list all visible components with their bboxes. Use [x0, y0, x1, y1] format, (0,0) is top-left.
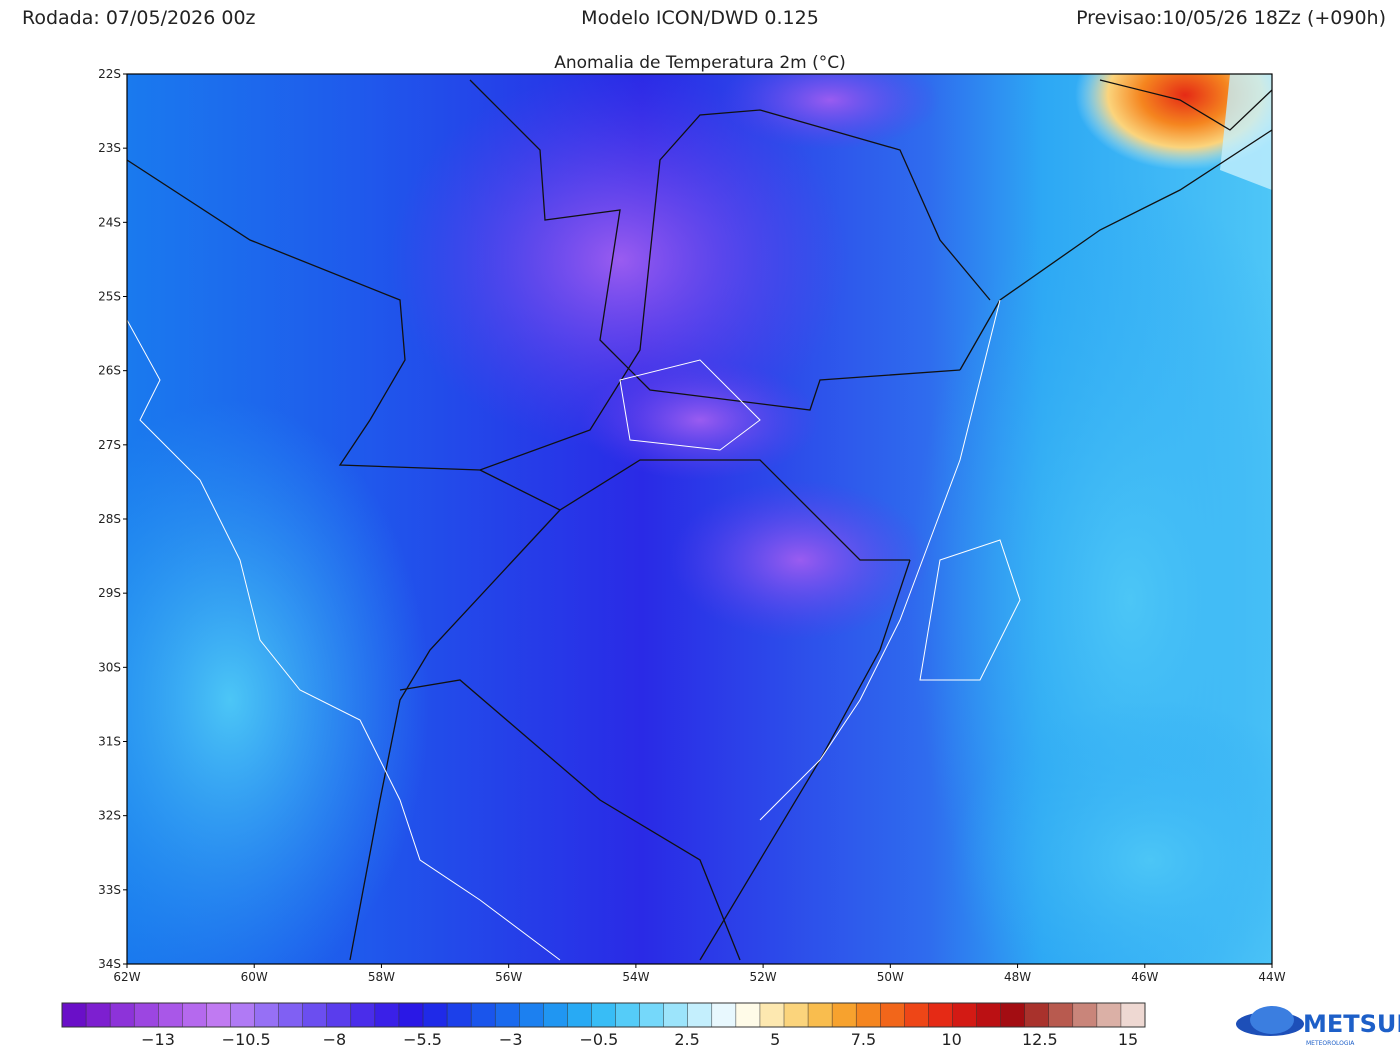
lon-label: 46W [1131, 970, 1158, 984]
colorbar-swatch [808, 1003, 833, 1027]
colorbar-swatch [784, 1003, 809, 1027]
lat-label: 26S [98, 364, 121, 378]
lon-label: 62W [113, 970, 140, 984]
colorbar-swatch [615, 1003, 641, 1027]
colorbar-label: 15 [1118, 1030, 1138, 1049]
lat-label: 24S [98, 215, 121, 229]
colorbar-label: 10 [941, 1030, 961, 1049]
colorbar-swatch [447, 1003, 472, 1027]
lat-label: 31S [98, 735, 121, 749]
colorbar-swatch [856, 1003, 881, 1027]
colorbar-label: 2.5 [674, 1030, 699, 1049]
logo-tagline: METEOROLOGIA [1306, 1040, 1355, 1047]
colorbar-swatch [832, 1003, 857, 1027]
colorbar-swatch [398, 1003, 424, 1027]
map-title: Anomalia de Temperatura 2m (°C) [554, 53, 846, 73]
colorbar-swatch [326, 1003, 352, 1027]
colorbar-swatch [495, 1003, 520, 1027]
lat-label: 25S [98, 290, 121, 304]
lat-label: 28S [98, 512, 121, 526]
lat-label: 30S [98, 660, 121, 674]
colorbar-frame [61, 1002, 1146, 1028]
run-label: Rodada: 07/05/2026 00z [22, 7, 256, 29]
colorbar-swatch [423, 1003, 448, 1027]
colorbar-label: 7.5 [851, 1030, 876, 1049]
colorbar-swatch [952, 1003, 978, 1027]
colorbar-swatch [759, 1003, 785, 1027]
lat-label: 27S [98, 438, 121, 452]
colorbar-swatch [904, 1003, 929, 1027]
colorbar-swatch [591, 1003, 617, 1027]
lat-label: 29S [98, 586, 121, 600]
colorbar-swatch [471, 1003, 496, 1027]
colorbar-swatch [543, 1003, 568, 1027]
lat-label: 33S [98, 883, 121, 897]
lat-label: 32S [98, 809, 121, 823]
lat-label: 23S [98, 141, 121, 155]
colorbar-swatch [158, 1003, 183, 1027]
logo: METSUL METEOROLOGIA [1236, 1006, 1400, 1047]
colorbar-label: −8 [323, 1030, 347, 1049]
logo-name: METSUL [1303, 1010, 1400, 1038]
colorbar-swatch [639, 1003, 665, 1027]
lat-label: 34S [98, 957, 121, 971]
colorbar-swatch [567, 1003, 592, 1027]
lon-label: 48W [1004, 970, 1031, 984]
lon-label: 58W [368, 970, 395, 984]
colorbar-swatch [62, 1003, 87, 1027]
colorbar-swatch [1096, 1003, 1122, 1027]
colorbar-swatch [735, 1003, 761, 1027]
lat-label: 22S [98, 67, 121, 81]
colorbar-swatch [182, 1003, 207, 1027]
lon-label: 60W [241, 970, 268, 984]
colorbar-swatch [86, 1003, 111, 1027]
colorbar-swatch [1072, 1003, 1098, 1027]
colorbar-swatch [350, 1003, 376, 1027]
colorbar-swatch [1024, 1003, 1050, 1027]
colorbar-label: 12.5 [1022, 1030, 1058, 1049]
lon-label: 54W [622, 970, 649, 984]
colorbar-swatch [976, 1003, 1002, 1027]
colorbar-swatch [663, 1003, 689, 1027]
colorbar-swatch [374, 1003, 400, 1027]
lon-label: 50W [877, 970, 904, 984]
colorbar-swatch [1000, 1003, 1026, 1027]
colorbar-swatch [687, 1003, 713, 1027]
model-label: Modelo ICON/DWD 0.125 [581, 7, 819, 29]
colorbar-swatch [928, 1003, 953, 1027]
colorbar-label: −13 [141, 1030, 175, 1049]
colorbar-swatch [134, 1003, 159, 1027]
colorbar-swatch [519, 1003, 544, 1027]
colorbar-swatch [1120, 1003, 1146, 1027]
colorbar-label: −3 [499, 1030, 523, 1049]
lon-label: 56W [495, 970, 522, 984]
forecast-label: Previsao:10/05/26 18Zz (+090h) [1076, 7, 1386, 29]
lon-label: 52W [750, 970, 777, 984]
colorbar-label: −0.5 [579, 1030, 618, 1049]
colorbar-label: −5.5 [403, 1030, 442, 1049]
colorbar-swatch [254, 1003, 280, 1027]
colorbar-swatch [230, 1003, 256, 1027]
colorbar-label: −10.5 [222, 1030, 271, 1049]
colorbar-swatch [110, 1003, 135, 1027]
map-field [127, 74, 1272, 964]
colorbar-swatch [880, 1003, 905, 1027]
colorbar-swatch [302, 1003, 328, 1027]
colorbar-swatch [206, 1003, 231, 1027]
colorbar-label: 5 [770, 1030, 780, 1049]
colorbar-swatch [711, 1003, 737, 1027]
lon-label: 44W [1258, 970, 1285, 984]
colorbar-swatch [1048, 1003, 1074, 1027]
colorbar-swatch [278, 1003, 304, 1027]
